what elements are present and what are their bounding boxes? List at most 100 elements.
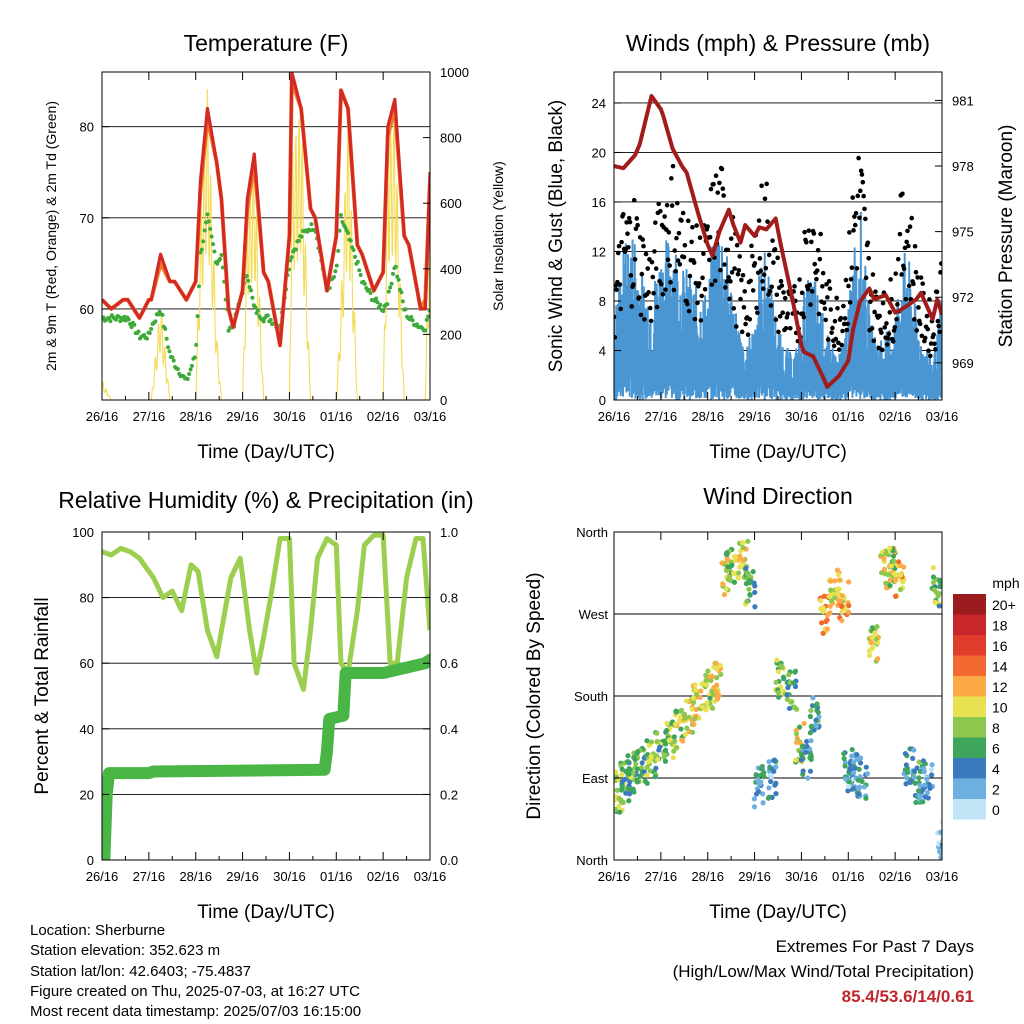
gust-point (806, 228, 812, 233)
dewpoint-point (201, 239, 206, 244)
direction-point (655, 756, 661, 763)
direction-point (786, 705, 793, 712)
dewpoint-point (296, 238, 301, 243)
direction-point (808, 707, 814, 714)
direction-point (616, 795, 622, 801)
gust-point (722, 262, 727, 267)
y2-tick-label: 200 (440, 327, 462, 342)
y-tick-label: North (576, 853, 608, 868)
direction-point (846, 779, 852, 785)
x-tick-label: 02/16 (879, 409, 912, 424)
direction-point (705, 668, 711, 674)
gust-point (822, 306, 828, 311)
direction-point (784, 692, 790, 698)
direction-point (626, 771, 632, 777)
gust-point (616, 243, 622, 249)
gust-point (614, 287, 619, 293)
direction-point (854, 752, 860, 758)
direction-point (654, 730, 660, 736)
direction-point (892, 571, 898, 577)
gust-point (660, 291, 666, 297)
gust-point (863, 216, 868, 222)
direction-point (887, 545, 893, 551)
temp-2m-line (102, 72, 430, 347)
gust-point (841, 321, 847, 327)
gust-point (903, 296, 909, 302)
gust-point (770, 238, 775, 243)
direction-point (858, 755, 864, 761)
gust-point (772, 247, 778, 252)
direction-point (689, 706, 695, 712)
direction-point (732, 558, 738, 564)
direction-point (671, 748, 677, 754)
x-tick-label: 28/16 (179, 869, 212, 884)
direction-point (776, 694, 782, 700)
gust-point (817, 256, 823, 262)
gust-point (698, 318, 704, 323)
direction-point (936, 603, 942, 609)
gust-point (935, 318, 941, 324)
direction-point (940, 819, 942, 825)
winds-plot-area (614, 94, 942, 400)
direction-point (771, 757, 777, 764)
gust-point (667, 263, 672, 268)
direction-point (677, 718, 683, 725)
gust-point (868, 299, 873, 304)
x-tick-label: 27/16 (645, 869, 678, 884)
gust-point (739, 277, 744, 283)
gust-point (845, 321, 850, 327)
gust-point (825, 337, 831, 342)
gust-point (750, 253, 755, 259)
direction-point (828, 587, 834, 593)
gust-point (651, 290, 656, 296)
gust-point (927, 297, 932, 302)
y-tick-label: 4 (599, 343, 606, 358)
direction-point (700, 681, 706, 687)
direction-point (639, 760, 645, 766)
direction-point (752, 583, 758, 589)
direction-point (930, 579, 936, 586)
dewpoint-point (299, 234, 304, 239)
dewpoint-point (424, 317, 429, 322)
direction-point (930, 565, 936, 571)
direction-point (863, 795, 869, 801)
gust-point (671, 287, 677, 293)
direction-point (619, 786, 625, 792)
dewpoint-point (163, 326, 168, 331)
direction-point (652, 774, 658, 780)
y-tick-label: 80 (80, 120, 94, 135)
gust-point (847, 300, 853, 305)
direction-point (784, 696, 790, 703)
dewpoint-point (215, 261, 220, 266)
gust-point (690, 225, 695, 230)
direction-point (633, 761, 639, 767)
gust-point (759, 183, 764, 189)
direction-point (714, 675, 720, 681)
colorbar-label: 16 (992, 638, 1008, 654)
gust-point (669, 203, 675, 208)
direction-point (644, 738, 650, 744)
direction-point (626, 798, 632, 804)
gust-point (895, 256, 901, 262)
direction-point (869, 634, 876, 640)
gust-point (835, 305, 840, 311)
gust-point (855, 193, 861, 199)
direction-point (810, 695, 816, 701)
direction-point (625, 753, 631, 759)
direction-point (638, 765, 645, 771)
gust-point (884, 321, 889, 326)
direction-point (630, 770, 636, 776)
gust-point (680, 210, 686, 216)
gust-point (696, 281, 702, 286)
gust-point (729, 270, 735, 275)
direction-point (924, 776, 930, 782)
colorbar-unit: mph (992, 575, 1019, 591)
y-tick-label: 40 (80, 722, 94, 737)
direction-point (634, 779, 640, 785)
dewpoint-point (219, 252, 224, 257)
gust-point (809, 289, 815, 294)
gust-point (858, 168, 864, 174)
direction-point (683, 698, 690, 704)
gust-point (879, 347, 885, 353)
dewpoint-point (208, 226, 213, 231)
